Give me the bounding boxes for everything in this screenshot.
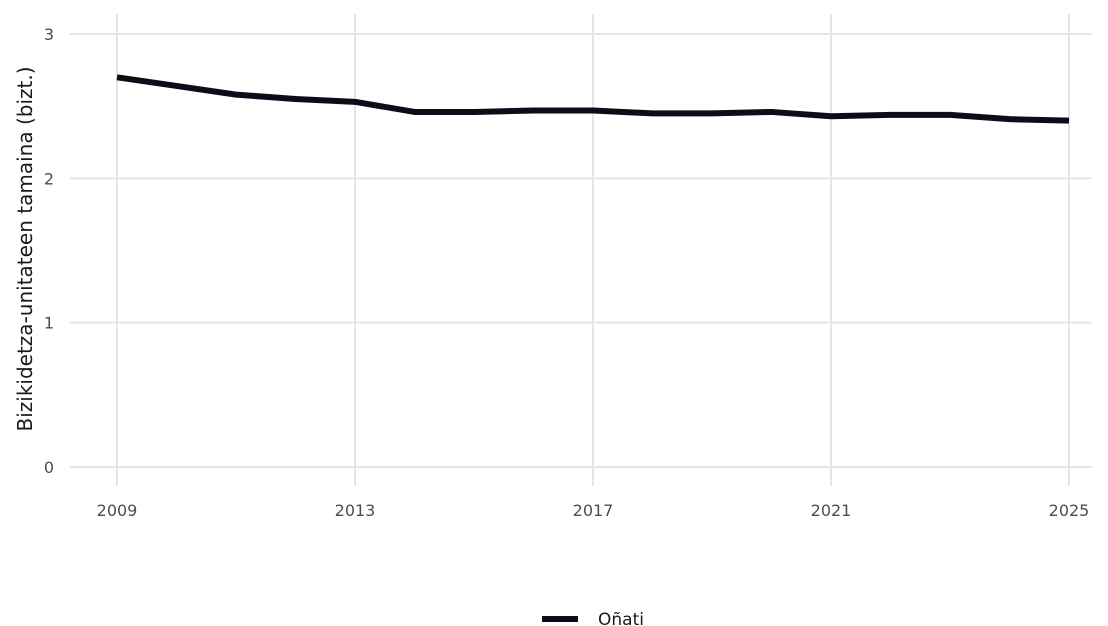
y-tick-label: 2: [44, 169, 54, 188]
grid-lines: [70, 14, 1092, 486]
y-tick-label: 1: [44, 314, 54, 333]
x-tick-label: 2021: [811, 501, 852, 520]
x-axis-tick-labels: 2009 2013 2017 2021 2025: [97, 501, 1090, 520]
series-lines: [116, 74, 1070, 124]
series-line-0: [116, 74, 1070, 124]
x-tick-label: 2009: [97, 501, 138, 520]
y-tick-label: 0: [44, 458, 54, 477]
x-tick-label: 2025: [1049, 501, 1090, 520]
y-axis-title: Bizikidetza-unitateen tamaina (bizt.): [13, 66, 37, 431]
x-tick-label: 2017: [573, 501, 614, 520]
x-tick-label: 2013: [335, 501, 376, 520]
y-axis-tick-labels: 0 1 2 3: [44, 25, 54, 477]
legend-label: Oñati: [598, 610, 644, 626]
y-tick-label: 3: [44, 25, 54, 44]
legend: Oñati: [542, 610, 644, 626]
